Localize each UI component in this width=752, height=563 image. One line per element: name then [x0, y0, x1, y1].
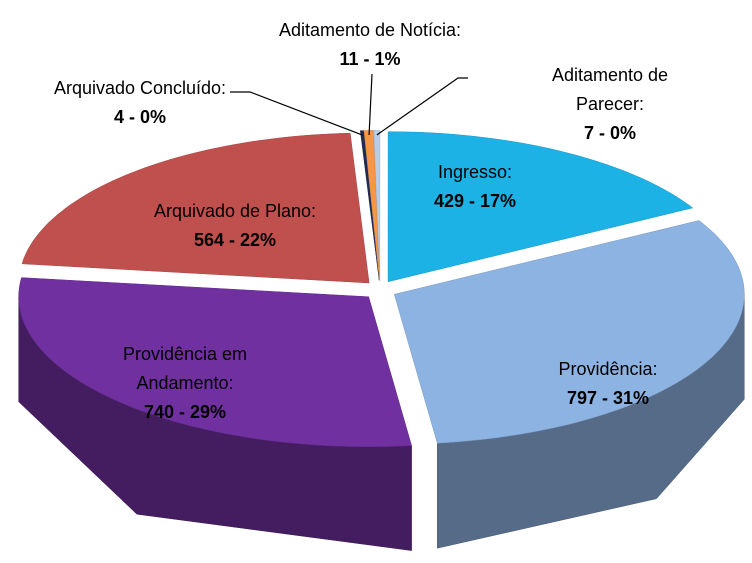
- value-label: 564 - 22%: [193, 230, 277, 250]
- value-label: 4 - 0%: [113, 107, 167, 127]
- slice-label: Ingresso: 429 - 17%: [434, 158, 516, 216]
- value-label: 11 - 1%: [339, 49, 401, 69]
- slice-label: Providência: 797 - 31%: [558, 355, 657, 413]
- slice-label: Arquivado Concluído: 4 - 0%: [54, 74, 226, 132]
- slice: [18, 277, 412, 448]
- slice: [387, 131, 694, 283]
- category-label: Providência:: [558, 359, 658, 379]
- slice-label: Aditamento de Notícia: 11 - 1%: [279, 16, 461, 74]
- value-label: 7 - 0%: [583, 123, 637, 143]
- slice-label: Aditamento de Parecer: 7 - 0%: [539, 61, 681, 148]
- slice: [373, 130, 381, 281]
- leader-line: [368, 73, 373, 136]
- slice-label: Providência em Andamento: 740 - 29%: [85, 340, 285, 427]
- tops: [18, 130, 745, 448]
- value-label: 797 - 31%: [566, 388, 650, 408]
- category-label: Aditamento de Parecer:: [551, 65, 669, 114]
- value-label: 740 - 29%: [143, 402, 227, 422]
- slice-label: Arquivado de Plano: 564 - 22%: [154, 197, 316, 255]
- category-label: Arquivado Concluído:: [53, 78, 227, 98]
- slice: [21, 132, 370, 284]
- category-label: Aditamento de Notícia:: [278, 20, 462, 40]
- leader-line: [230, 91, 363, 136]
- value-label: 429 - 17%: [433, 191, 517, 211]
- category-label: Arquivado de Plano:: [153, 201, 317, 221]
- slice: [393, 220, 745, 444]
- leader-line: [376, 77, 468, 136]
- slice: [360, 130, 380, 281]
- category-label: Providência em Andamento:: [122, 344, 248, 393]
- category-label: Ingresso:: [437, 162, 513, 182]
